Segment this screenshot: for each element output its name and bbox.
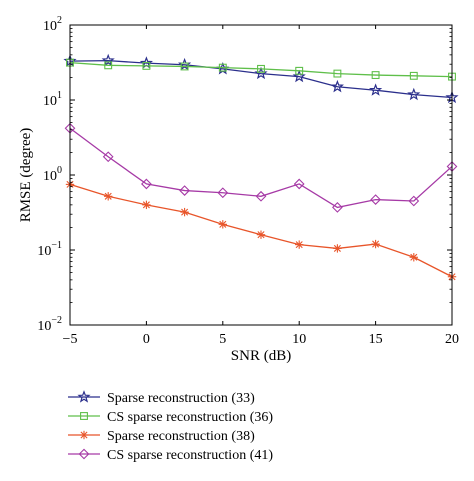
legend-item-1: Sparse reconstruction (33) (68, 390, 255, 406)
y-tick-label: 100 (43, 165, 62, 184)
y-tick-exponent: 0 (57, 165, 62, 176)
y-tick-label: 10−2 (37, 315, 62, 334)
data-point-s4-9 (370, 194, 381, 205)
series-line-4 (69, 127, 453, 209)
data-point-s3-3 (142, 200, 151, 210)
data-point-s3-7 (295, 240, 304, 249)
y-tick-exponent: −1 (51, 240, 62, 251)
data-point-s1-8 (330, 79, 344, 93)
data-point-s2-4 (180, 62, 189, 71)
data-point-s2-9 (371, 71, 380, 80)
data-point-s2-7 (295, 66, 304, 75)
legend: Sparse reconstruction (33) CS sparse reco… (68, 390, 273, 463)
data-point-s3-5 (218, 220, 227, 229)
data-point-s3-8 (333, 244, 342, 253)
y-axis-label: RMSE (degree) (18, 128, 34, 223)
legend-marker (78, 448, 90, 460)
data-point-s1-2 (101, 53, 115, 67)
y-tick-base: 10 (37, 244, 51, 259)
y-tick-label: 102 (43, 15, 62, 34)
y-tick-base: 10 (43, 169, 57, 184)
y-tick-base: 10 (43, 94, 57, 109)
plot-layer (63, 53, 459, 281)
y-tick-base: 10 (37, 319, 51, 334)
y-tick-label: 10−1 (37, 240, 62, 259)
legend-item-4: CS sparse reconstruction (41) (68, 448, 273, 463)
data-point-s3-4 (180, 207, 189, 217)
data-point-s1-9 (369, 83, 383, 96)
data-point-s3-10 (409, 253, 418, 262)
y-tick-base: 10 (43, 19, 57, 34)
legend-label: Sparse reconstruction (38) (107, 429, 255, 444)
y-tick-label: 101 (43, 90, 62, 109)
x-tick-label: 5 (219, 332, 226, 347)
data-point-s3-6 (256, 230, 266, 239)
x-tick-label: 20 (445, 332, 459, 347)
x-tick-label: 10 (292, 332, 306, 347)
data-point-s2-10 (409, 71, 418, 80)
data-point-s4-5 (217, 187, 229, 199)
data-point-s4-7 (293, 178, 305, 190)
data-point-s3-2 (104, 192, 113, 201)
data-point-s2-3 (142, 61, 151, 70)
x-tick-label: −5 (63, 332, 78, 347)
data-point-s2-6 (257, 64, 265, 73)
data-point-s4-8 (332, 202, 343, 213)
data-point-s1-10 (407, 87, 421, 101)
y-tick-exponent: 1 (57, 90, 62, 101)
legend-marker (77, 390, 91, 403)
legend-marker (80, 412, 88, 420)
data-point-s1-7 (292, 69, 306, 83)
legend-label: CS sparse reconstruction (41) (107, 448, 273, 463)
data-point-s4-4 (179, 185, 190, 196)
legend-label: CS sparse reconstruction (36) (107, 410, 273, 425)
legend-item-2: CS sparse reconstruction (36) (68, 410, 273, 425)
y-tick-exponent: 2 (57, 15, 62, 26)
data-point-s4-3 (141, 178, 152, 190)
data-point-s2-8 (333, 69, 342, 78)
data-point-s4-6 (255, 190, 267, 202)
legend-label: Sparse reconstruction (33) (107, 391, 255, 406)
data-point-s4-2 (102, 151, 114, 163)
series-line-1 (69, 59, 453, 99)
data-point-s2-5 (218, 63, 227, 72)
x-tick-label: 0 (143, 332, 150, 347)
series-line-2 (69, 61, 453, 78)
legend-marker (79, 430, 89, 440)
data-point-s3-9 (371, 239, 380, 249)
y-tick-exponent: −2 (51, 315, 62, 326)
x-tick-label: 15 (369, 332, 383, 347)
legend-item-3: Sparse reconstruction (38) (68, 429, 255, 444)
x-axis-label: SNR (dB) (231, 348, 291, 364)
data-point-s4-10 (408, 195, 420, 207)
data-point-s2-2 (104, 61, 113, 70)
